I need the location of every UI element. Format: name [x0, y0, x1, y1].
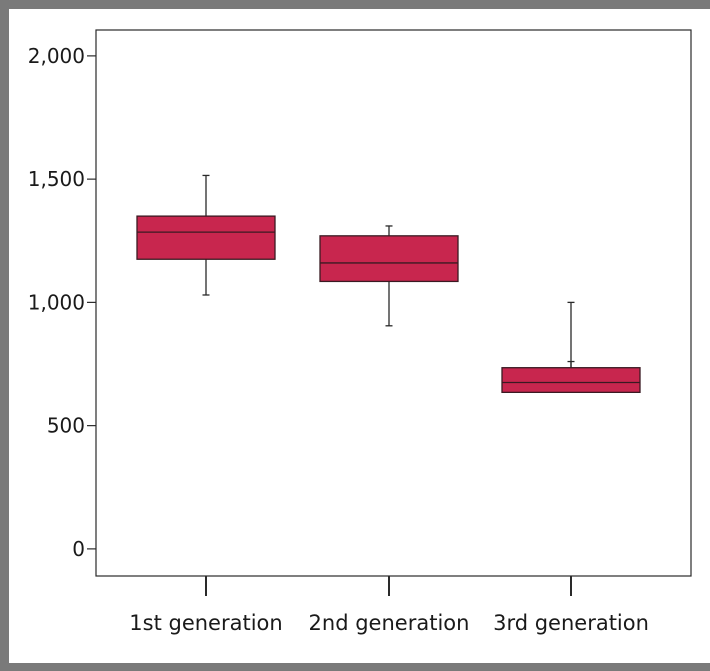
- x-category-label: 3rd generation: [493, 611, 649, 635]
- x-axis: 1st generation 2nd generation 3rd generati…: [129, 576, 649, 635]
- box-1: [136, 174, 276, 296]
- y-tick-label: 1,500: [28, 167, 85, 191]
- interquartile-box: [136, 215, 276, 260]
- y-tick-label: 1,000: [28, 290, 85, 314]
- y-tick-label: 500: [47, 414, 85, 438]
- box-3: [501, 301, 641, 394]
- boxes: [136, 174, 641, 394]
- box-2: [319, 225, 459, 327]
- x-category-label: 2nd generation: [309, 611, 470, 635]
- interquartile-box: [319, 235, 459, 283]
- interquartile-box: [501, 367, 641, 394]
- plot-area: [95, 29, 692, 577]
- y-tick-label: 0: [72, 537, 85, 561]
- y-axis: 0 500 1,000 1,500 2,000: [28, 44, 96, 561]
- x-category-label: 1st generation: [129, 611, 282, 635]
- y-tick-label: 2,000: [28, 44, 85, 68]
